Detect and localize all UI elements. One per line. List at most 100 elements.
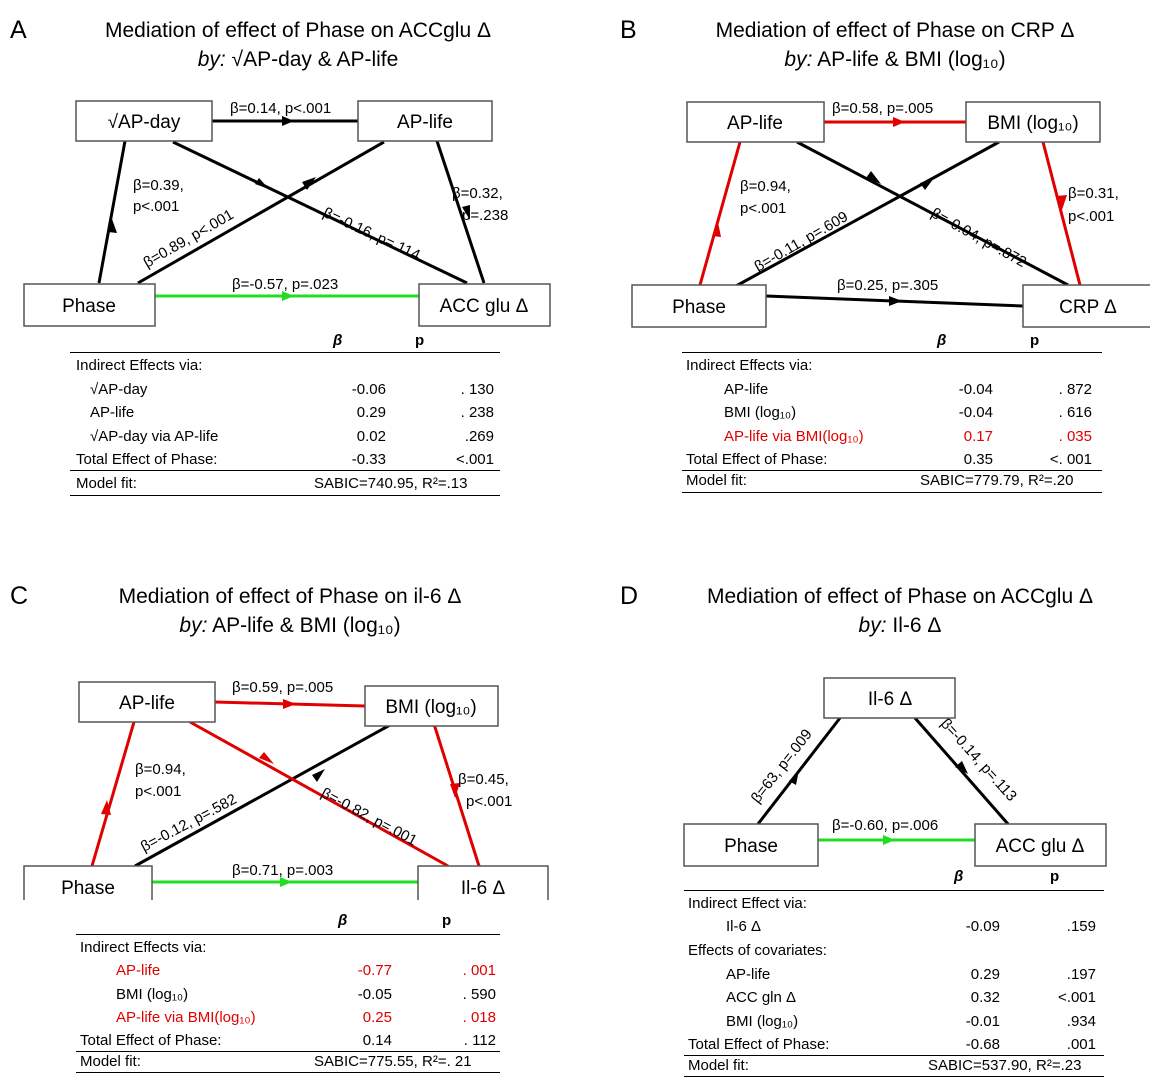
edge-label: β=-0.12, p=.582: [138, 791, 240, 856]
divider: [76, 1072, 500, 1073]
node-n2-label: BMI (log₁₀): [385, 697, 476, 718]
mediation-diagram: Il-6 Δ Phase ACC glu Δ β=63, p=.009 β=-0…: [683, 677, 1107, 867]
panel-b: B Mediation of effect of Phase on CRP Δ …: [590, 0, 1150, 530]
arrowhead: [955, 761, 968, 774]
arrow-n1-y: [913, 717, 1010, 825]
edge-label: β=-0.11, p=.609: [752, 208, 852, 275]
title-line-1: Mediation of effect of Phase on ACCglu Δ: [104, 19, 492, 42]
edge-label: β=-0.82, p=.001: [318, 785, 420, 850]
edge-label: p<.001: [135, 783, 181, 800]
table-row: Model fit: SABIC=775.55, R²=. 21: [80, 1053, 472, 1070]
table-row: Effects of covariates:: [688, 942, 827, 959]
arrowhead: [255, 178, 269, 189]
edge-label: β=0.25, p=.305: [837, 277, 938, 294]
table-row: √AP-day via AP-life 0.02.269: [90, 428, 494, 445]
col-header-beta: β: [338, 912, 348, 929]
col-header-p: p: [1050, 868, 1060, 885]
node-n1-label: AP-life: [727, 113, 783, 134]
node-n1: [75, 100, 213, 142]
node-n1: [78, 681, 216, 723]
edge-label: β=0.14, p<.001: [230, 100, 331, 117]
arrowhead: [712, 222, 721, 237]
edge-label: β=0.94,: [135, 761, 186, 778]
arrow-x-n2: [134, 723, 391, 868]
mediation-diagram: √AP-day AP-life Phase ACC glu Δ β=0.14, …: [23, 100, 551, 327]
table-row: Indirect Effects via:: [76, 357, 203, 374]
table-row: Total Effect of Phase: 0.35 <. 001: [686, 451, 1092, 468]
edge-label: β=-0.60, p=.006: [832, 817, 938, 834]
edge-label: β=0.59, p=.005: [232, 679, 333, 696]
edge-label: β=0.58, p=.005: [832, 100, 933, 117]
edge-label: β=-0.16, p=.114: [320, 204, 422, 264]
node-y-label: Il-6 Δ: [461, 878, 506, 899]
col-header-beta: β: [954, 868, 964, 885]
node-n2: [965, 101, 1101, 143]
node-y: [1022, 284, 1150, 328]
node-n1: [823, 677, 956, 719]
arrow-n1-y: [796, 140, 1069, 287]
node-n1-label: AP-life: [119, 693, 175, 714]
node-n2-label: AP-life: [397, 112, 453, 133]
edge-label: β=0.31,: [1068, 185, 1119, 202]
edge-label: p<.001: [740, 200, 786, 217]
table-row: Il-6 Δ -0.09.159: [726, 918, 1096, 935]
table-row: ACC gln Δ 0.32 <.001: [726, 989, 1096, 1006]
title-line-1: Mediation of effect of Phase on il-6 Δ: [118, 585, 462, 608]
table-row: AP-life 0.29.197: [726, 966, 1096, 983]
table-row: Total Effect of Phase: -0.33 <.001: [76, 451, 494, 468]
node-n1-label: √AP-day: [108, 112, 181, 133]
arrowhead: [893, 117, 905, 127]
divider: [684, 1055, 1104, 1056]
panel-a: A Mediation of effect of Phase on ACCglu…: [0, 0, 560, 530]
divider: [682, 352, 1102, 353]
node-y-label: ACC glu Δ: [440, 296, 529, 317]
edge-label: β=0.45,: [458, 771, 509, 788]
node-n1-label: Il-6 Δ: [868, 689, 913, 710]
divider: [70, 352, 500, 353]
node-y-label: ACC glu Δ: [996, 836, 1085, 857]
table-row: BMI (log₁₀) -0.04. 616: [724, 404, 1092, 421]
panel-title: Mediation of effect of Phase on ACCglu Δ…: [58, 16, 538, 74]
arrowhead: [280, 877, 292, 887]
title-line-1: Mediation of effect of Phase on ACCglu Δ: [706, 585, 1094, 608]
table-row: Total Effect of Phase: -0.68.001: [688, 1036, 1096, 1053]
table-row: Model fit: SABIC=740.95, R²=.13: [76, 475, 468, 492]
node-x-label: Phase: [61, 878, 115, 899]
col-header-beta: β: [333, 332, 343, 349]
edge-label: β=0.39,: [133, 177, 184, 194]
panel-title: Mediation of effect of Phase on ACCglu Δ…: [660, 582, 1140, 640]
arrowhead: [101, 800, 111, 815]
arrow-n2-y: [1041, 141, 1082, 286]
table-row: BMI (log₁₀) -0.01.934: [726, 1013, 1096, 1030]
col-header-beta: β: [937, 332, 947, 349]
arrowhead: [1057, 195, 1067, 210]
panel-title: Mediation of effect of Phase on il-6 Δ b…: [60, 582, 520, 640]
node-x-label: Phase: [62, 296, 116, 317]
title-line-2: by: AP-life & BMI (log₁₀): [784, 48, 1006, 71]
edge-label: p=.238: [462, 207, 508, 224]
title-line-2: by: AP-life & BMI (log₁₀): [179, 614, 401, 637]
arrowhead: [283, 699, 296, 709]
table-row: Indirect Effects via:: [686, 357, 813, 374]
arrow-n2-y: [432, 723, 481, 867]
edge-label: p<.001: [133, 198, 179, 215]
table-row: Total Effect of Phase: 0.14. 112: [80, 1032, 496, 1049]
arrowhead: [302, 177, 316, 190]
mediation-diagram: AP-life BMI (log₁₀) Phase CRP Δ β=0.58, …: [631, 100, 1150, 328]
arrowhead: [312, 769, 325, 782]
col-header-p: p: [442, 912, 452, 929]
arrow-x-n1: [698, 141, 742, 286]
panel-letter: C: [10, 582, 29, 610]
table-row: Model fit: SABIC=537.90, R²=.23: [688, 1057, 1082, 1074]
arrowhead: [920, 178, 934, 190]
arrow-x-n2: [137, 140, 385, 285]
col-header-p: p: [415, 332, 425, 349]
table-row: AP-life 0.29. 238: [90, 404, 494, 421]
node-x-label: Phase: [724, 836, 778, 857]
arrow-n2-y: [435, 140, 486, 284]
table-row: Model fit: SABIC=779.79, R²=.20: [686, 472, 1074, 489]
edge-label: p<.001: [1068, 208, 1114, 225]
divider: [682, 492, 1102, 493]
divider: [684, 1076, 1104, 1077]
edge-label: p<.001: [466, 793, 512, 810]
